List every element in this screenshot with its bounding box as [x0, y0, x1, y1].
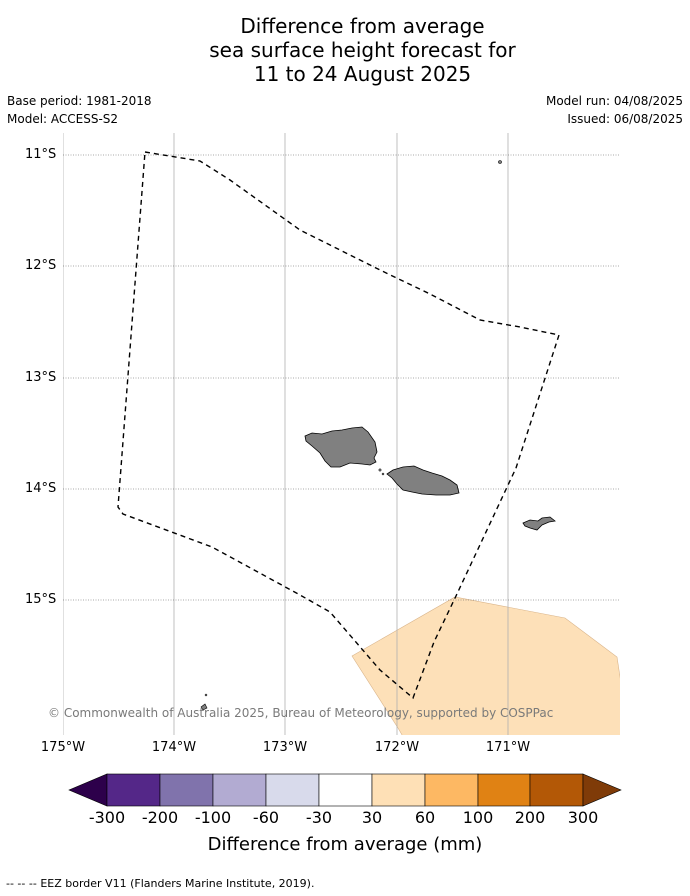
lon-label-173w: 173°W	[262, 740, 308, 755]
lon-label-171w: 171°W	[485, 740, 531, 755]
colorbar-bin	[371, 773, 426, 807]
colorbar-tick: -200	[141, 808, 179, 827]
base-period-text: Base period: 1981-2018	[7, 94, 152, 108]
meridian-gridlines	[63, 133, 509, 735]
eez-legend: -- -- -- EEZ border V11 (Flanders Marine…	[6, 877, 314, 890]
colorbar-tick: 30	[361, 808, 383, 827]
colorbar-bin	[159, 773, 214, 807]
title-line-3: 11 to 24 August 2025	[253, 62, 472, 86]
eez-border	[117, 151, 560, 700]
colorbar-tick: -60	[252, 808, 280, 827]
colorbar-bin	[529, 773, 584, 807]
title-line-2: sea surface height forecast for	[209, 38, 516, 62]
islet-north	[498, 160, 502, 164]
colorbar-bin	[424, 773, 479, 807]
colorbar	[68, 773, 622, 807]
colorbar-tick: -300	[88, 808, 126, 827]
islet-manono	[378, 468, 382, 472]
map-area	[63, 133, 620, 735]
colorbar-tick: -100	[194, 808, 232, 827]
islet-apolima	[381, 472, 385, 476]
lat-label-11s: 11°S	[25, 147, 57, 162]
colorbar-tick: 200	[514, 808, 546, 827]
lat-label-13s: 13°S	[25, 370, 57, 385]
colorbar-bin	[265, 773, 320, 807]
colorbar-tick: 60	[414, 808, 436, 827]
islet-southwest-2	[204, 693, 208, 697]
colorbar-bin	[212, 773, 267, 807]
copyright-notice: © Commonwealth of Australia 2025, Bureau…	[48, 706, 554, 720]
lon-label-175w: 175°W	[40, 740, 86, 755]
map-title: Difference from average sea surface heig…	[0, 14, 690, 86]
lat-label-14s: 14°S	[25, 481, 57, 496]
colorbar-title: Difference from average (mm)	[207, 834, 483, 855]
issued-text: Issued: 06/08/2025	[567, 112, 683, 126]
savaii-island	[304, 426, 378, 468]
colorbar-bin	[106, 773, 161, 807]
title-line-1: Difference from average	[240, 14, 485, 38]
upolu-island	[386, 465, 460, 496]
colorbar-bin	[477, 773, 531, 807]
colorbar-extend-high	[582, 773, 622, 807]
colorbar-tick: 300	[567, 808, 599, 827]
lat-label-15s: 15°S	[25, 592, 57, 607]
eez-legend-text: EEZ border V11 (Flanders Marine Institut…	[40, 877, 315, 890]
model-run-text: Model run: 04/08/2025	[545, 94, 683, 108]
lon-label-174w: 174°W	[151, 740, 197, 755]
positive-anomaly-region	[351, 596, 620, 735]
model-text: Model: ACCESS-S2	[7, 112, 119, 126]
colorbar-extend-low	[68, 773, 108, 807]
lat-label-12s: 12°S	[25, 258, 57, 273]
colorbar-bin	[318, 773, 373, 807]
lon-label-172w: 172°W	[374, 740, 420, 755]
colorbar-tick: 100	[462, 808, 494, 827]
parallel-gridlines	[63, 154, 620, 601]
colorbar-tick: -30	[305, 808, 333, 827]
tutuila-island	[522, 516, 556, 531]
eez-legend-marker: -- -- --	[6, 877, 37, 890]
islet-southwest	[200, 703, 208, 711]
